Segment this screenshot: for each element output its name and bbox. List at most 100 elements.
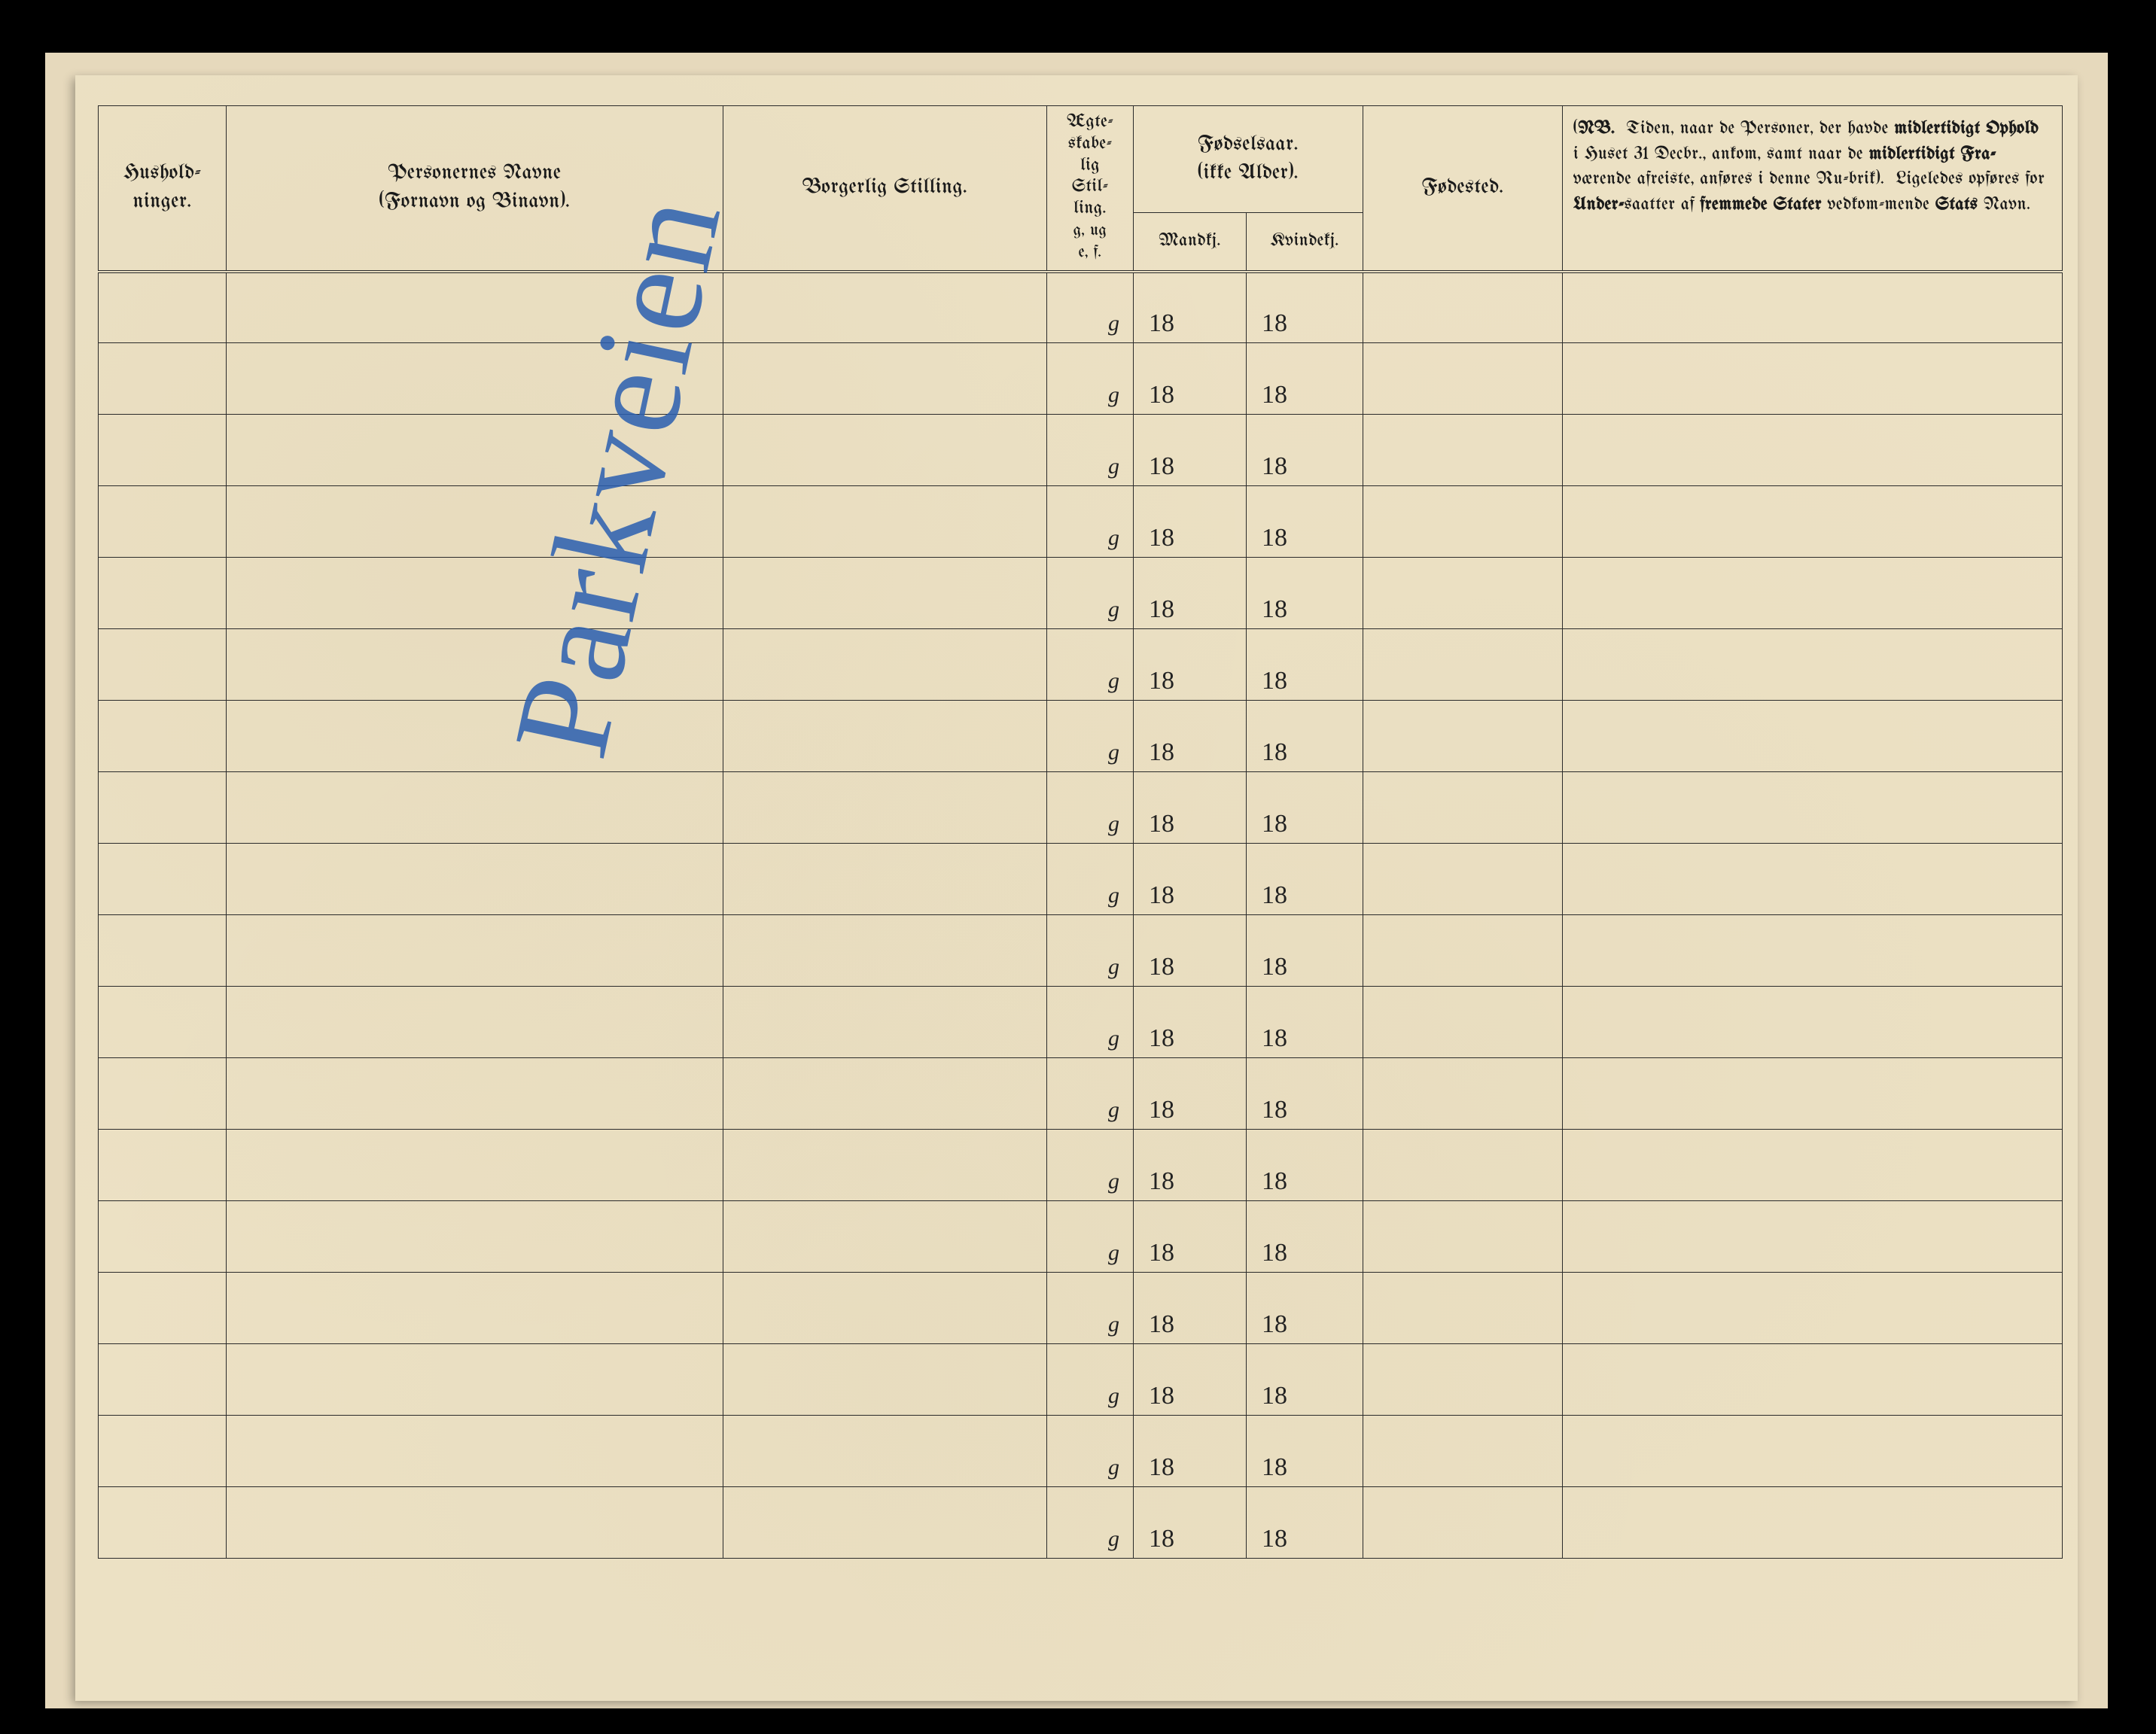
cell-navne xyxy=(227,987,723,1058)
cell-fodested xyxy=(1363,915,1563,987)
cell-mandkj: 18 xyxy=(1134,629,1247,701)
cell-hushold xyxy=(99,1273,227,1344)
cell-egte: g xyxy=(1047,558,1134,629)
table-row: g1818 xyxy=(99,415,2063,486)
table-row: g1818 xyxy=(99,486,2063,558)
cell-hushold xyxy=(99,772,227,844)
table-row: g1818 xyxy=(99,844,2063,915)
table-container: Hushold-ninger. Personernes Navne(Fornav… xyxy=(98,105,2063,1701)
header-hushold-line1: Hushold-ninger. xyxy=(123,163,201,213)
cell-kvindekj: 18 xyxy=(1247,987,1363,1058)
cell-hushold xyxy=(99,272,227,343)
header-fodested-text: Fødested. xyxy=(1422,177,1504,199)
header-mandkj: Mandkj. xyxy=(1134,213,1247,272)
cell-kvindekj: 18 xyxy=(1247,1487,1363,1559)
cell-kvindekj: 18 xyxy=(1247,272,1363,343)
header-stilling: Borgerlig Stilling. xyxy=(723,106,1047,272)
cell-stilling xyxy=(723,1273,1047,1344)
cell-hushold xyxy=(99,1058,227,1130)
cell-mandkj: 18 xyxy=(1134,701,1247,772)
cell-stilling xyxy=(723,772,1047,844)
cell-kvindekj: 18 xyxy=(1247,1130,1363,1201)
cell-stilling xyxy=(723,558,1047,629)
cell-nb xyxy=(1563,486,2063,558)
table-row: g1818 xyxy=(99,772,2063,844)
cell-hushold xyxy=(99,558,227,629)
cell-mandkj: 18 xyxy=(1134,1344,1247,1416)
cell-navne xyxy=(227,629,723,701)
cell-stilling xyxy=(723,415,1047,486)
cell-egte: g xyxy=(1047,844,1134,915)
table-row: g1818 xyxy=(99,1344,2063,1416)
table-row: g1818 xyxy=(99,1058,2063,1130)
cell-navne xyxy=(227,1487,723,1559)
cell-egte: g xyxy=(1047,701,1134,772)
cell-mandkj: 18 xyxy=(1134,772,1247,844)
cell-nb xyxy=(1563,1487,2063,1559)
cell-mandkj: 18 xyxy=(1134,343,1247,415)
table-row: g1818 xyxy=(99,1201,2063,1273)
nb-body: Tiden, naar de Personer, der havde midle… xyxy=(1573,120,2045,214)
cell-mandkj: 18 xyxy=(1134,1130,1247,1201)
cell-navne xyxy=(227,415,723,486)
header-nb: (NB. Tiden, naar de Personer, der havde … xyxy=(1563,106,2063,272)
table-row: g1818 xyxy=(99,629,2063,701)
cell-hushold xyxy=(99,987,227,1058)
cell-mandkj: 18 xyxy=(1134,915,1247,987)
cell-fodested xyxy=(1363,486,1563,558)
cell-navne xyxy=(227,558,723,629)
cell-kvindekj: 18 xyxy=(1247,415,1363,486)
cell-mandkj: 18 xyxy=(1134,1273,1247,1344)
cell-mandkj: 18 xyxy=(1134,1487,1247,1559)
cell-fodested xyxy=(1363,1273,1563,1344)
ledger-page: Hushold-ninger. Personernes Navne(Fornav… xyxy=(75,75,2078,1701)
table-row: g1818 xyxy=(99,701,2063,772)
cell-kvindekj: 18 xyxy=(1247,629,1363,701)
header-egte-text: Ægte-skabe-ligStil-ling. xyxy=(1067,113,1113,218)
cell-kvindekj: 18 xyxy=(1247,844,1363,915)
cell-stilling xyxy=(723,629,1047,701)
cell-mandkj: 18 xyxy=(1134,415,1247,486)
table-row: g1818 xyxy=(99,272,2063,343)
cell-mandkj: 18 xyxy=(1134,1201,1247,1273)
cell-navne xyxy=(227,844,723,915)
cell-navne xyxy=(227,772,723,844)
cell-fodested xyxy=(1363,701,1563,772)
cell-egte: g xyxy=(1047,915,1134,987)
cell-hushold xyxy=(99,629,227,701)
cell-stilling xyxy=(723,1487,1047,1559)
cell-fodested xyxy=(1363,1416,1563,1487)
cell-fodested xyxy=(1363,272,1563,343)
cell-hushold xyxy=(99,1487,227,1559)
cell-kvindekj: 18 xyxy=(1247,343,1363,415)
cell-nb xyxy=(1563,772,2063,844)
cell-nb xyxy=(1563,629,2063,701)
table-row: g1818 xyxy=(99,987,2063,1058)
cell-nb xyxy=(1563,1201,2063,1273)
header-kvindekj-text: Kvindekj. xyxy=(1270,232,1338,251)
cell-nb xyxy=(1563,1273,2063,1344)
cell-kvindekj: 18 xyxy=(1247,701,1363,772)
header-stilling-text: Borgerlig Stilling. xyxy=(802,177,967,199)
cell-navne xyxy=(227,1416,723,1487)
table-body: g1818g1818g1818g1818g1818g1818g1818g1818… xyxy=(99,272,2063,1559)
cell-fodested xyxy=(1363,1058,1563,1130)
cell-hushold xyxy=(99,343,227,415)
cell-fodested xyxy=(1363,1201,1563,1273)
cell-fodested xyxy=(1363,1344,1563,1416)
cell-stilling xyxy=(723,1344,1047,1416)
cell-fodested xyxy=(1363,415,1563,486)
cell-kvindekj: 18 xyxy=(1247,1273,1363,1344)
cell-nb xyxy=(1563,343,2063,415)
cell-stilling xyxy=(723,272,1047,343)
cell-fodested xyxy=(1363,844,1563,915)
cell-navne xyxy=(227,1344,723,1416)
cell-hushold xyxy=(99,1130,227,1201)
header-fodselsaar: Fødselsaar.(ikke Alder). xyxy=(1134,106,1363,213)
cell-egte: g xyxy=(1047,1416,1134,1487)
cell-nb xyxy=(1563,1344,2063,1416)
cell-egte: g xyxy=(1047,629,1134,701)
header-kvindekj: Kvindekj. xyxy=(1247,213,1363,272)
cell-navne xyxy=(227,915,723,987)
nb-label: NB. xyxy=(1578,120,1615,138)
